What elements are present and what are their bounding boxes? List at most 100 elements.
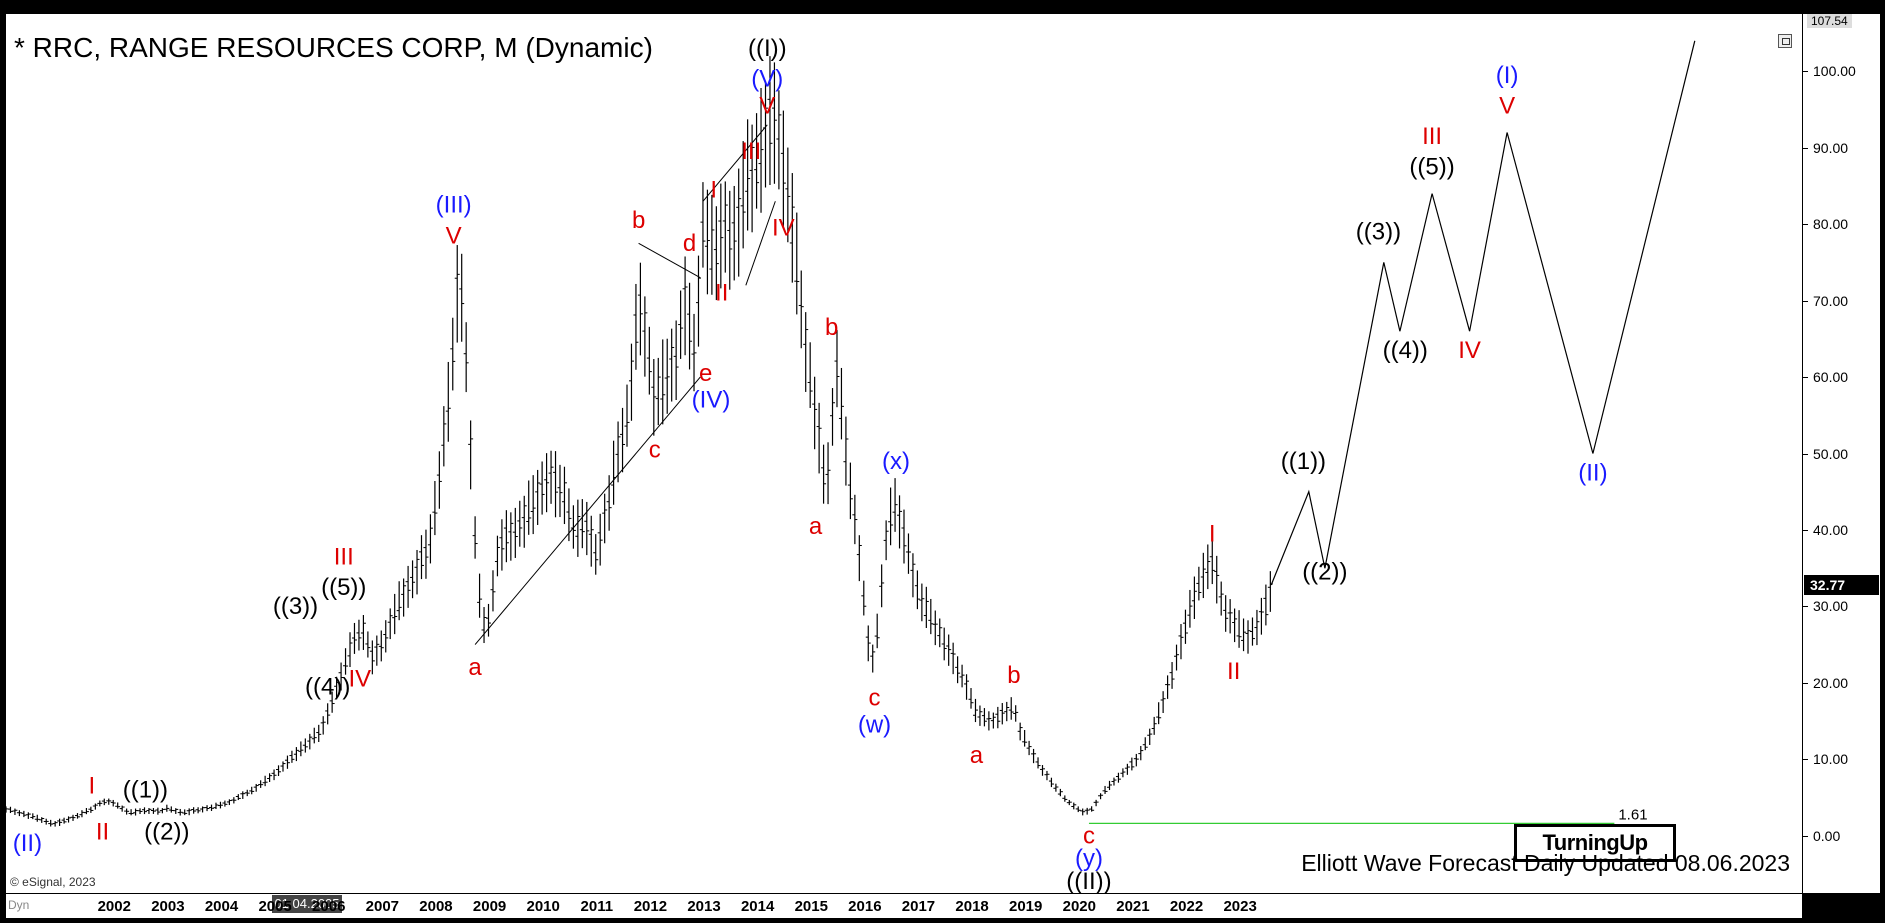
x-tick-label: 2013 <box>687 898 721 915</box>
wave-label: c <box>1083 822 1095 849</box>
wave-label: ((II)) <box>1066 868 1111 893</box>
x-tick-label: 2014 <box>740 898 775 915</box>
x-tick-label: 2017 <box>901 898 936 915</box>
wave-label: ((4)) <box>1383 337 1428 364</box>
y-tick-label: 90.00 <box>1813 139 1849 156</box>
wave-label: a <box>809 513 823 540</box>
trendline <box>474 376 701 645</box>
x-tick-label: 2022 <box>1169 898 1204 915</box>
x-tick-label: 2021 <box>1116 898 1150 915</box>
wave-label: (I) <box>1496 62 1519 89</box>
wave-label: ((2)) <box>144 818 189 845</box>
wave-label: V <box>446 222 462 249</box>
footer-note: Elliott Wave Forecast Daily Updated 08.0… <box>1301 850 1790 876</box>
wave-label: ((3)) <box>273 593 318 620</box>
y-tick-mark <box>1803 453 1808 455</box>
wave-label: I <box>1209 520 1216 547</box>
cursor-date-label: 01.04.2005 <box>272 895 342 913</box>
turningup-logo: TurningUp <box>1514 824 1676 862</box>
wave-label: (y) <box>1075 845 1103 872</box>
wave-label: ((1)) <box>123 776 168 803</box>
wave-label: ((5)) <box>1409 154 1454 181</box>
time-axis[interactable]: Dyn 01.04.2005 2002 2003 2004 2005 2006 2007 2… <box>6 893 1802 918</box>
logo-text: TurningUp <box>1542 830 1648 855</box>
trendline <box>638 242 701 279</box>
copyright: © eSignal, 2023 <box>10 875 96 889</box>
last-price-tag: 32.77 <box>1804 575 1879 596</box>
x-tick-label: 2003 <box>151 898 185 915</box>
y-tick-label: 20.00 <box>1813 674 1849 691</box>
wave-label: b <box>1007 662 1020 689</box>
x-tick-label: 2007 <box>365 898 400 915</box>
y-tick-mark <box>1803 529 1808 531</box>
y-tick-mark <box>1803 759 1808 761</box>
wave-label: III <box>1422 123 1442 150</box>
y-tick-label: 10.00 <box>1813 751 1849 768</box>
y-tick-label: 70.00 <box>1813 292 1849 309</box>
wave-label: (IV) <box>692 387 731 414</box>
wave-label: III <box>334 543 354 570</box>
y-tick-label: 50.00 <box>1813 445 1849 462</box>
y-tick-mark <box>1803 71 1808 73</box>
wave-label: I <box>88 773 95 800</box>
wave-label: c <box>869 685 881 712</box>
y-tick-label: 80.00 <box>1813 216 1849 233</box>
wave-label: ((5)) <box>321 574 366 601</box>
wave-label: IV <box>1458 337 1481 364</box>
trendline <box>702 124 768 202</box>
wave-label: b <box>632 207 645 234</box>
wave-label: (V) <box>751 66 783 93</box>
y-tick-label: 40.00 <box>1813 521 1849 538</box>
wave-label: V <box>1499 92 1515 119</box>
wave-label: ((4)) <box>305 673 350 700</box>
wave-label: V <box>759 92 775 119</box>
x-tick-label: 2020 <box>1062 898 1096 915</box>
wave-label: d <box>683 230 696 257</box>
x-tick-label: 2004 <box>204 898 239 915</box>
x-tick-label: 2005 <box>258 898 292 915</box>
wave-label: (x) <box>882 448 910 475</box>
wave-label: (II) <box>1578 459 1607 486</box>
y-tick-mark <box>1803 682 1808 684</box>
x-tick-label: 2011 <box>580 898 614 915</box>
wave-label: III <box>741 138 761 165</box>
price-chart[interactable]: 1.61((I))(V)VIIIIIVIIbde(IV)ca(III)VIII(… <box>6 14 1802 893</box>
plot-area[interactable]: 1.61 ((I)) (V) V III I IV II b d e (IV) c a (III) V III(… <box>6 14 1802 893</box>
wave-label: IV <box>348 666 371 693</box>
x-tick-label: 2019 <box>1009 898 1043 915</box>
y-tick-label: 0.00 <box>1813 827 1841 844</box>
x-tick-label: 2010 <box>526 898 560 915</box>
y-tick-mark <box>1803 224 1808 226</box>
x-tick-label: 2016 <box>848 898 882 915</box>
top-price-label: 107.54 <box>1807 14 1852 28</box>
wave-label: a <box>468 654 482 681</box>
y-tick-label: 30.00 <box>1813 598 1849 615</box>
wave-label: a <box>970 742 984 769</box>
x-tick-label: 2002 <box>97 898 131 915</box>
wave-label: e <box>699 360 712 387</box>
y-tick-mark <box>1803 606 1808 608</box>
y-tick-mark <box>1803 835 1808 837</box>
price-axis[interactable]: 107.54 32.77 0.00 10.00 20.00 30.00 40.00 50.… <box>1802 14 1880 893</box>
x-tick-label: 2023 <box>1223 898 1257 915</box>
wave-label: ((I)) <box>748 35 787 62</box>
dyn-label: Dyn <box>8 898 30 912</box>
x-tick-label: 2018 <box>955 898 989 915</box>
restore-window-icon[interactable] <box>1778 34 1792 48</box>
fib-level-label: 1.61 <box>1618 806 1647 823</box>
y-tick-label: 100.00 <box>1813 63 1856 80</box>
y-tick-mark <box>1803 147 1808 149</box>
y-tick-label: 60.00 <box>1813 369 1849 386</box>
wave-label: ((3)) <box>1356 218 1401 245</box>
y-tick-mark <box>1803 300 1808 302</box>
x-tick-label: 2009 <box>472 898 507 915</box>
wave-label: ((2)) <box>1302 559 1347 586</box>
wave-label: ((1)) <box>1281 448 1326 475</box>
x-tick-label: 2015 <box>794 898 828 915</box>
wave-label: II <box>715 280 728 307</box>
wave-label: (w) <box>858 711 891 738</box>
wave-label: c <box>649 436 661 463</box>
trendline <box>745 201 776 286</box>
wave-label: (III) <box>436 192 472 219</box>
